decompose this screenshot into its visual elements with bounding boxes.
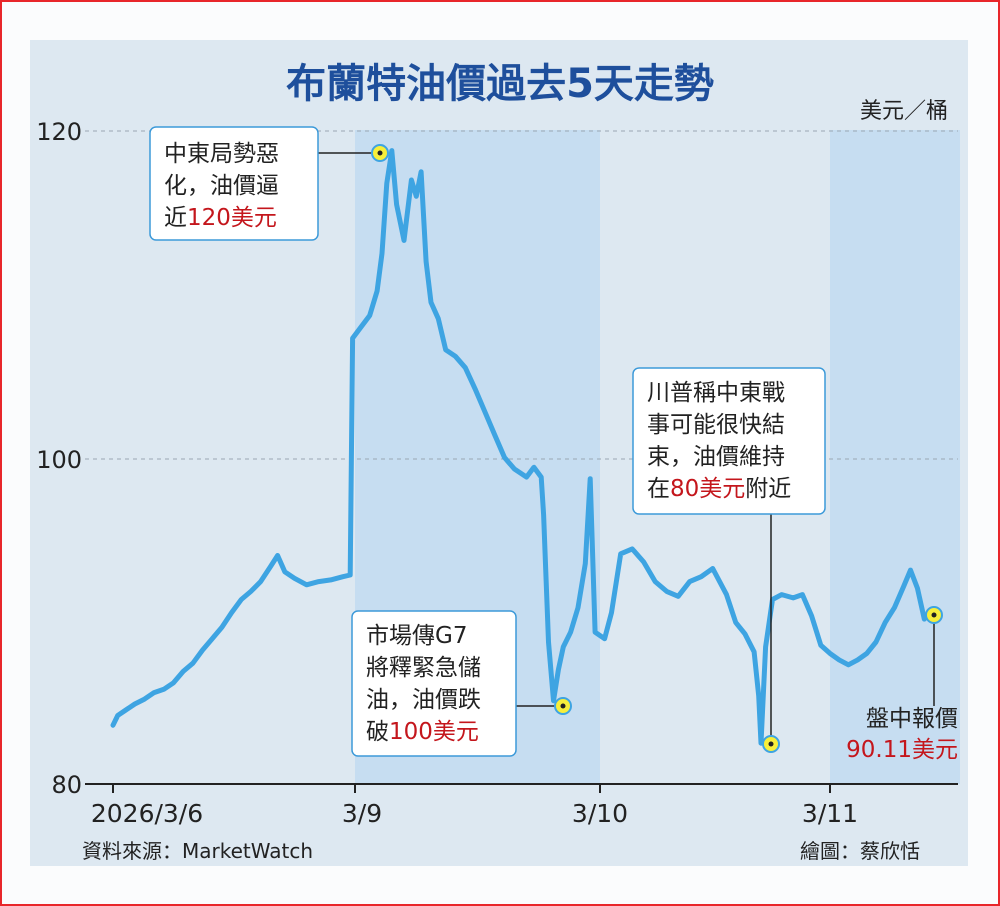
callout-trump: 川普稱中東戰 事可能很快結 束，油價維持 在80美元附近 <box>632 367 826 515</box>
callout-trump-line2: 事可能很快結 <box>647 412 785 438</box>
source-note: 資料來源：MarketWatch <box>82 839 313 863</box>
callout-g7-line2: 將釋緊急儲 <box>366 655 481 681</box>
callout-current-line1: 盤中報價 <box>866 706 958 732</box>
marker-g7 <box>554 697 572 715</box>
x-tick-label-1: 3/9 <box>342 799 382 828</box>
callout-trump-line1: 川普稱中東戰 <box>647 380 785 406</box>
price-series-line <box>110 148 927 746</box>
unit-label: 美元／桶 <box>860 99 948 124</box>
marker-peak <box>371 144 389 162</box>
x-tick-label-3: 3/11 <box>802 799 858 828</box>
x-tick-label-0: 2026/3/6 <box>91 799 203 828</box>
credit-note: 繪圖：蔡欣恬 <box>800 839 920 863</box>
callout-current-line2: 90.11美元 <box>846 737 958 763</box>
callout-current: 盤中報價 90.11美元 <box>846 706 958 763</box>
callout-peak-line3: 近120美元 <box>164 205 277 231</box>
y-tick-label-100: 100 <box>36 446 82 474</box>
marker-trump <box>762 735 780 753</box>
callout-peak-line2: 化，油價逼 <box>164 173 279 199</box>
callout-peak: 中東局勢惡 化，油價逼 近120美元 <box>149 126 319 241</box>
y-tick-label-120: 120 <box>36 118 82 146</box>
marker-current <box>925 606 943 624</box>
callout-g7-line1: 市場傳G7 <box>366 623 467 649</box>
chart-title: 布蘭特油價過去5天走勢 <box>286 61 714 107</box>
callout-trump-line4: 在80美元附近 <box>647 476 791 502</box>
y-tick-label-80: 80 <box>51 771 82 799</box>
x-tick-label-2: 3/10 <box>572 799 628 828</box>
callout-g7-line4: 破100美元 <box>366 719 479 745</box>
callout-peak-line1: 中東局勢惡 <box>164 141 279 167</box>
callout-g7-line3: 油，油價跌 <box>366 687 481 713</box>
day-band-3-11 <box>830 130 960 784</box>
callout-g7: 市場傳G7 將釋緊急儲 油，油價跌 破100美元 <box>351 610 517 757</box>
callout-trump-line3: 束，油價維持 <box>647 444 785 470</box>
